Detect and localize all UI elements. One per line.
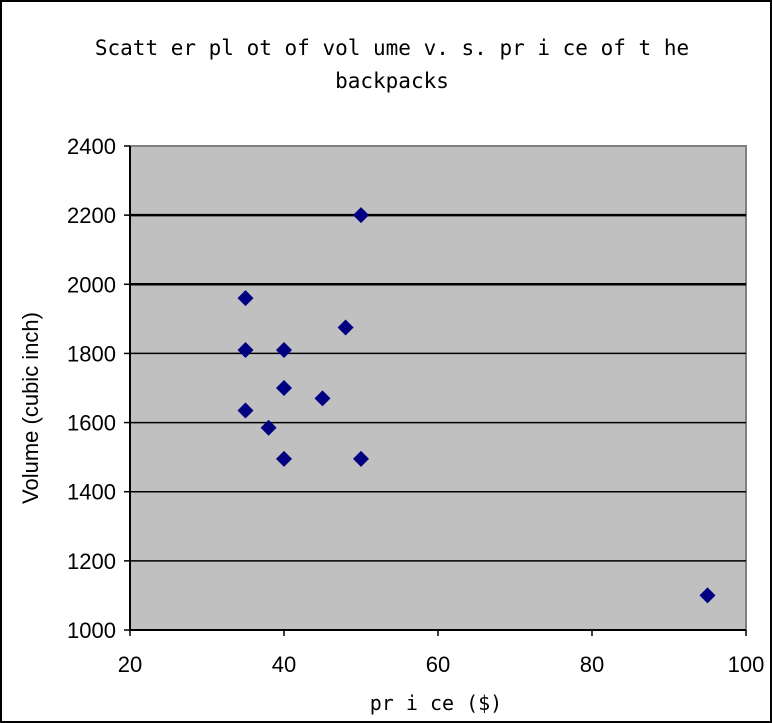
y-tick-label-5: 2000 — [67, 272, 116, 297]
data-point-3 — [237, 341, 254, 358]
y-tick-label-3: 1600 — [67, 411, 116, 436]
y-tick-label-6: 2200 — [67, 203, 116, 228]
x-tick-label-0: 20 — [118, 652, 142, 677]
x-tick-label-3: 80 — [580, 652, 604, 677]
axes — [124, 145, 747, 636]
data-point-10 — [353, 450, 369, 467]
data-point-5 — [276, 380, 292, 396]
x-axis-label: pr i ce ($) — [370, 691, 502, 715]
y-tick-label-4: 1800 — [67, 341, 116, 366]
data-point-6 — [314, 390, 331, 407]
data-point-0 — [353, 207, 369, 224]
plot-area — [129, 145, 747, 631]
y-tick-label-7: 2400 — [67, 134, 116, 159]
data-point-2 — [337, 319, 354, 336]
data-point-11 — [699, 587, 716, 604]
y-tick-label-2: 1400 — [67, 480, 116, 505]
data-points — [237, 207, 716, 604]
grid-lines — [130, 213, 746, 562]
y-tick-label-1: 1200 — [67, 549, 116, 574]
tick-labels: 1000 1200 1400 1600 1800 2000 2200 2400 20 40 60 80… — [67, 134, 764, 677]
y-tick-label-0: 1000 — [67, 618, 116, 643]
data-point-4 — [276, 341, 292, 358]
y-axis-label: Volume (cubic inch) — [18, 312, 43, 504]
x-tick-label-2: 60 — [426, 652, 450, 677]
x-tick-label-1: 40 — [272, 652, 296, 677]
data-point-1 — [237, 290, 254, 307]
data-point-7 — [237, 402, 254, 419]
chart-title: Scatt er pl ot of vol ume v. s. pr i ce … — [94, 36, 690, 93]
data-point-9 — [276, 450, 292, 467]
x-tick-label-4: 100 — [728, 652, 765, 677]
data-point-8 — [260, 419, 277, 436]
